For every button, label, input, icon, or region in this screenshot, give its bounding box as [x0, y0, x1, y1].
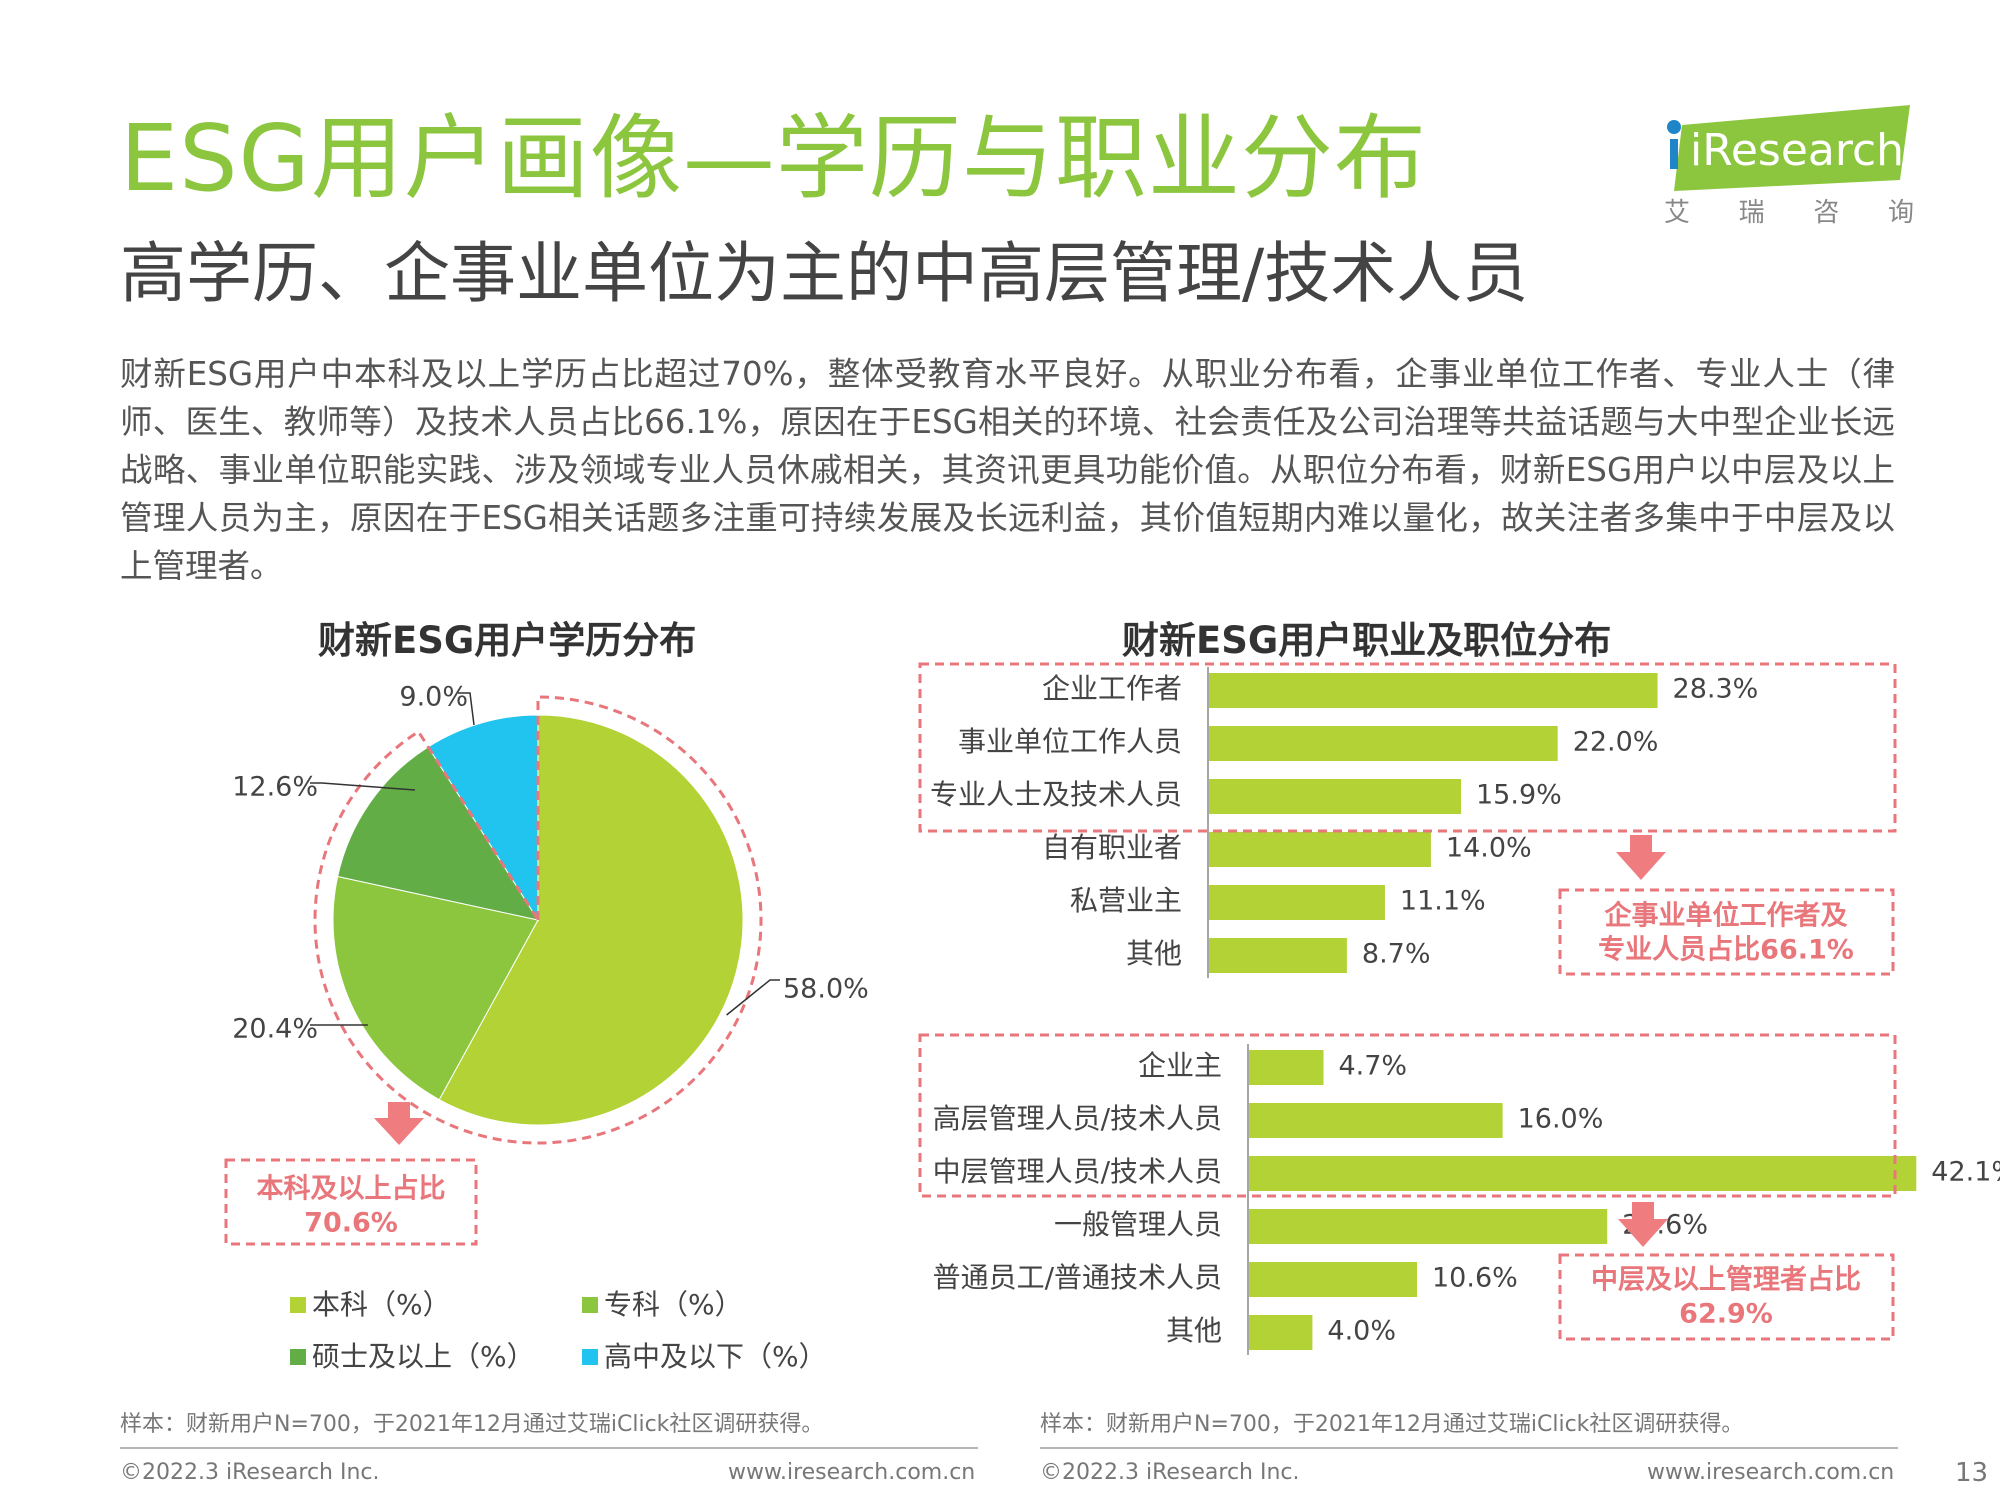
bar-category-label: 一般管理人员: [1054, 1208, 1222, 1241]
website-left: www.iresearch.com.cn: [728, 1460, 976, 1485]
pie-callout-box: [224, 1158, 478, 1246]
legend-label: 本科（%）: [312, 1288, 451, 1321]
pie-data-label: 12.6%: [232, 772, 318, 803]
bar: [1209, 885, 1385, 920]
bar-category-label: 事业单位工作人员: [958, 725, 1182, 758]
bar-category-label: 企业主: [1138, 1049, 1222, 1082]
bar-data-label: 15.9%: [1476, 780, 1562, 811]
bar: [1209, 832, 1431, 867]
bar-callout-box-2: [1558, 1253, 1895, 1341]
legend-label: 高中及以下（%）: [604, 1340, 827, 1373]
bar-data-label: 14.0%: [1446, 833, 1532, 864]
bar: [1209, 779, 1462, 814]
bar-category-label: 企业工作者: [1042, 672, 1182, 705]
logo-text: iResearch: [1690, 125, 1904, 176]
down-arrow-icon: [1618, 1202, 1668, 1247]
bar: [1249, 1262, 1418, 1297]
bar: [1249, 1315, 1313, 1350]
pie-slice: [438, 714, 744, 1126]
bar: [1209, 938, 1347, 973]
copyright-right: ©2022.3 iResearch Inc.: [1040, 1460, 1300, 1485]
pie-data-label: 58.0%: [783, 974, 869, 1005]
page-subtitle: 高学历、企事业单位为主的中高层管理/技术人员: [120, 235, 1529, 312]
sample-note-left: 样本：财新用户N=700，于2021年12月通过艾瑞iClick社区调研获得。: [120, 1412, 824, 1437]
sample-note-right: 样本：财新用户N=700，于2021年12月通过艾瑞iClick社区调研获得。: [1040, 1412, 1744, 1437]
down-arrow-icon: [374, 1102, 424, 1145]
bar-chart-title: 财新ESG用户职业及职位分布: [1122, 619, 1612, 662]
logo-sub-char: 咨: [1813, 198, 1840, 228]
down-arrow-icon: [1616, 835, 1666, 880]
bar-category-label: 专业人士及技术人员: [930, 778, 1182, 811]
bar-data-label: 42.1%: [1931, 1157, 2000, 1188]
bar-data-label: 22.0%: [1573, 727, 1659, 758]
bar-callout-2-line2: 62.9%: [1679, 1299, 1773, 1330]
pie-highlight-outline: [313, 695, 763, 1145]
bar: [1249, 1209, 1608, 1244]
occupation-bar-chart: 企业工作者 28.3% 事业单位工作人员 22.0% 专业人士及技术人员 15.9% 自有职…: [918, 662, 2000, 1355]
bar-data-label: 16.0%: [1518, 1104, 1604, 1135]
pie-leader-line: [726, 979, 780, 1016]
legend-label: 硕士及以上（%）: [312, 1340, 535, 1373]
iresearch-logo: iResearch: [1667, 105, 1910, 191]
pie-slice: [332, 875, 539, 1101]
bar: [1249, 1050, 1324, 1085]
bar-highlight-box-1: [918, 662, 1897, 833]
bar: [1209, 726, 1558, 761]
bar-data-label: 8.7%: [1362, 939, 1431, 970]
logo-sub-char: 艾: [1664, 198, 1691, 228]
logo-subtitle: 艾 瑞 咨 询: [1664, 192, 1914, 229]
pie-slice: [427, 714, 539, 922]
page-number: 13: [1955, 1458, 1989, 1488]
bar-category-label: 高层管理人员/技术人员: [933, 1102, 1222, 1135]
pie-data-label: 20.4%: [232, 1014, 318, 1045]
pie-data-label: 9.0%: [399, 682, 468, 713]
bar-category-label: 私营业主: [1070, 884, 1182, 917]
bar-data-label: 28.3%: [1673, 674, 1759, 705]
bar-highlight-box-2: [918, 1033, 1897, 1198]
legend-swatch: [582, 1349, 598, 1365]
bar: [1249, 1156, 1917, 1191]
footer-divider-left: [120, 1447, 978, 1449]
legend-swatch: [290, 1349, 306, 1365]
footer-divider-right: [1040, 1447, 1898, 1449]
page-title: ESG用户画像—学历与职业分布: [120, 105, 1427, 212]
bar: [1209, 673, 1658, 708]
bar-data-label: 11.1%: [1400, 886, 1486, 917]
pie-leader-line: [310, 782, 416, 791]
bar-category-label: 中层管理人员/技术人员: [933, 1155, 1222, 1188]
bar-data-label: 4.7%: [1338, 1051, 1407, 1082]
pie-callout-line2: 70.6%: [304, 1208, 398, 1239]
website-right: www.iresearch.com.cn: [1647, 1460, 1895, 1485]
bar: [1249, 1103, 1503, 1138]
bar-callout-1-line2: 专业人员占比66.1%: [1598, 935, 1854, 966]
logo-sub-char: 询: [1887, 198, 1914, 228]
copyright-left: ©2022.3 iResearch Inc.: [120, 1460, 380, 1485]
bar-category-label: 自有职业者: [1042, 831, 1182, 864]
summary-paragraph: 财新ESG用户中本科及以上学历占比超过70%，整体受教育水平良好。从职业分布看，…: [120, 355, 1895, 585]
bar-category-label: 普通员工/普通技术人员: [933, 1261, 1222, 1294]
bar-category-label: 其他: [1166, 1314, 1222, 1347]
bar-callout-box-1: [1558, 888, 1895, 976]
legend-label: 专科（%）: [604, 1288, 743, 1321]
pie-callout-line1: 本科及以上占比: [257, 1174, 446, 1205]
legend-swatch: [290, 1297, 306, 1313]
legend-swatch: [582, 1297, 598, 1313]
bar-callout-2-line1: 中层及以上管理者占比: [1591, 1265, 1861, 1296]
pie-slice: [337, 746, 540, 921]
bar-data-label: 10.6%: [1432, 1263, 1518, 1294]
bar-category-label: 其他: [1126, 937, 1182, 970]
logo-sub-char: 瑞: [1738, 198, 1765, 228]
bar-callout-1-line1: 企事业单位工作者及: [1605, 900, 1848, 932]
bar-data-label: 4.0%: [1327, 1316, 1396, 1347]
pie-chart-title: 财新ESG用户学历分布: [318, 619, 697, 662]
pie-leader-line: [458, 692, 475, 726]
